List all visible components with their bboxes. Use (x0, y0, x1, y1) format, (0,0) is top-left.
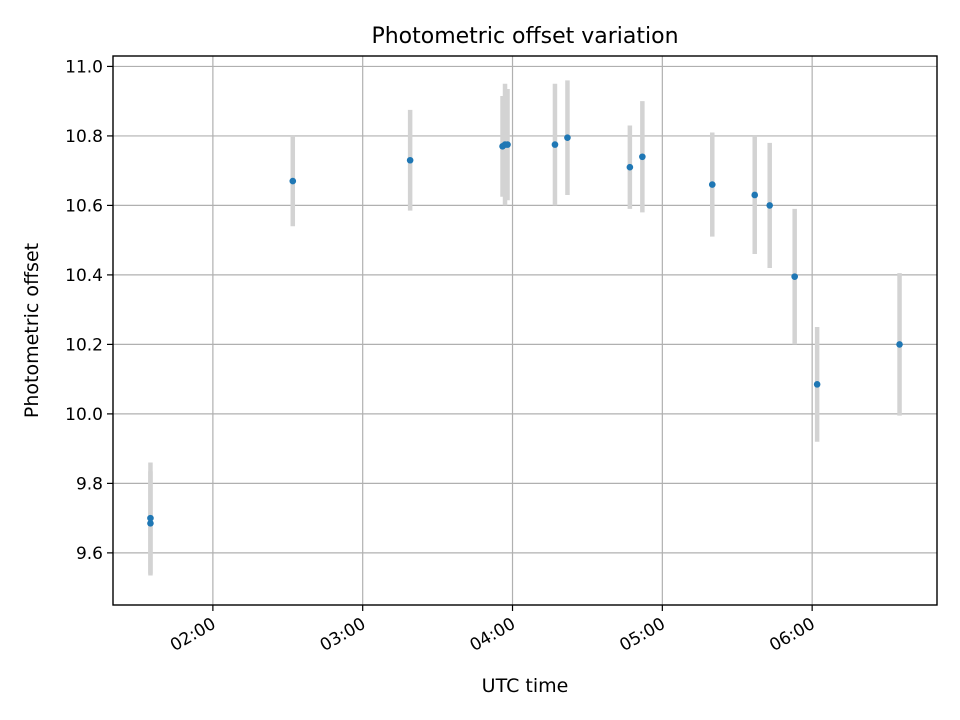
data-point (708, 181, 716, 188)
data-point (289, 177, 297, 185)
x-tick-label: 04:00 (467, 614, 519, 656)
data-point (766, 202, 774, 209)
data-point (626, 163, 634, 171)
x-tick-label: 02:00 (167, 614, 219, 656)
y-tick-label: 10.8 (65, 127, 103, 147)
data-point (564, 134, 571, 141)
data-point (147, 520, 154, 527)
tick-layer: 02:00 03:00 04:00 05:00 06:00 9.6 9.8 10.0 10.2 1… (65, 57, 819, 655)
y-tick-label: 10.4 (65, 266, 103, 286)
data-point (751, 191, 759, 199)
data-point-layer (147, 134, 903, 527)
x-tick-label: 05:00 (616, 614, 668, 656)
data-point (147, 514, 154, 522)
x-axis-label: UTC time (482, 675, 569, 697)
y-axis-label: Photometric offset (21, 243, 43, 418)
x-tick-label: 06:00 (766, 614, 818, 656)
data-point (791, 273, 798, 280)
y-tick-label: 10.2 (65, 335, 103, 355)
data-point (896, 341, 903, 348)
data-point (406, 156, 414, 164)
data-point (504, 141, 511, 148)
y-tick-label: 10.6 (65, 196, 103, 216)
y-tick-label: 10.0 (65, 405, 103, 425)
data-point (639, 153, 646, 161)
y-tick-label: 9.6 (76, 544, 103, 564)
chart-title: Photometric offset variation (371, 24, 678, 49)
grid-layer (113, 56, 937, 605)
plot-frame (112, 55, 938, 606)
data-point (551, 141, 559, 148)
error-bar-layer (148, 80, 902, 576)
data-point (813, 381, 821, 388)
y-tick-label: 11.0 (65, 57, 103, 77)
y-tick-label: 9.8 (76, 474, 103, 494)
x-tick-label: 03:00 (317, 614, 369, 656)
